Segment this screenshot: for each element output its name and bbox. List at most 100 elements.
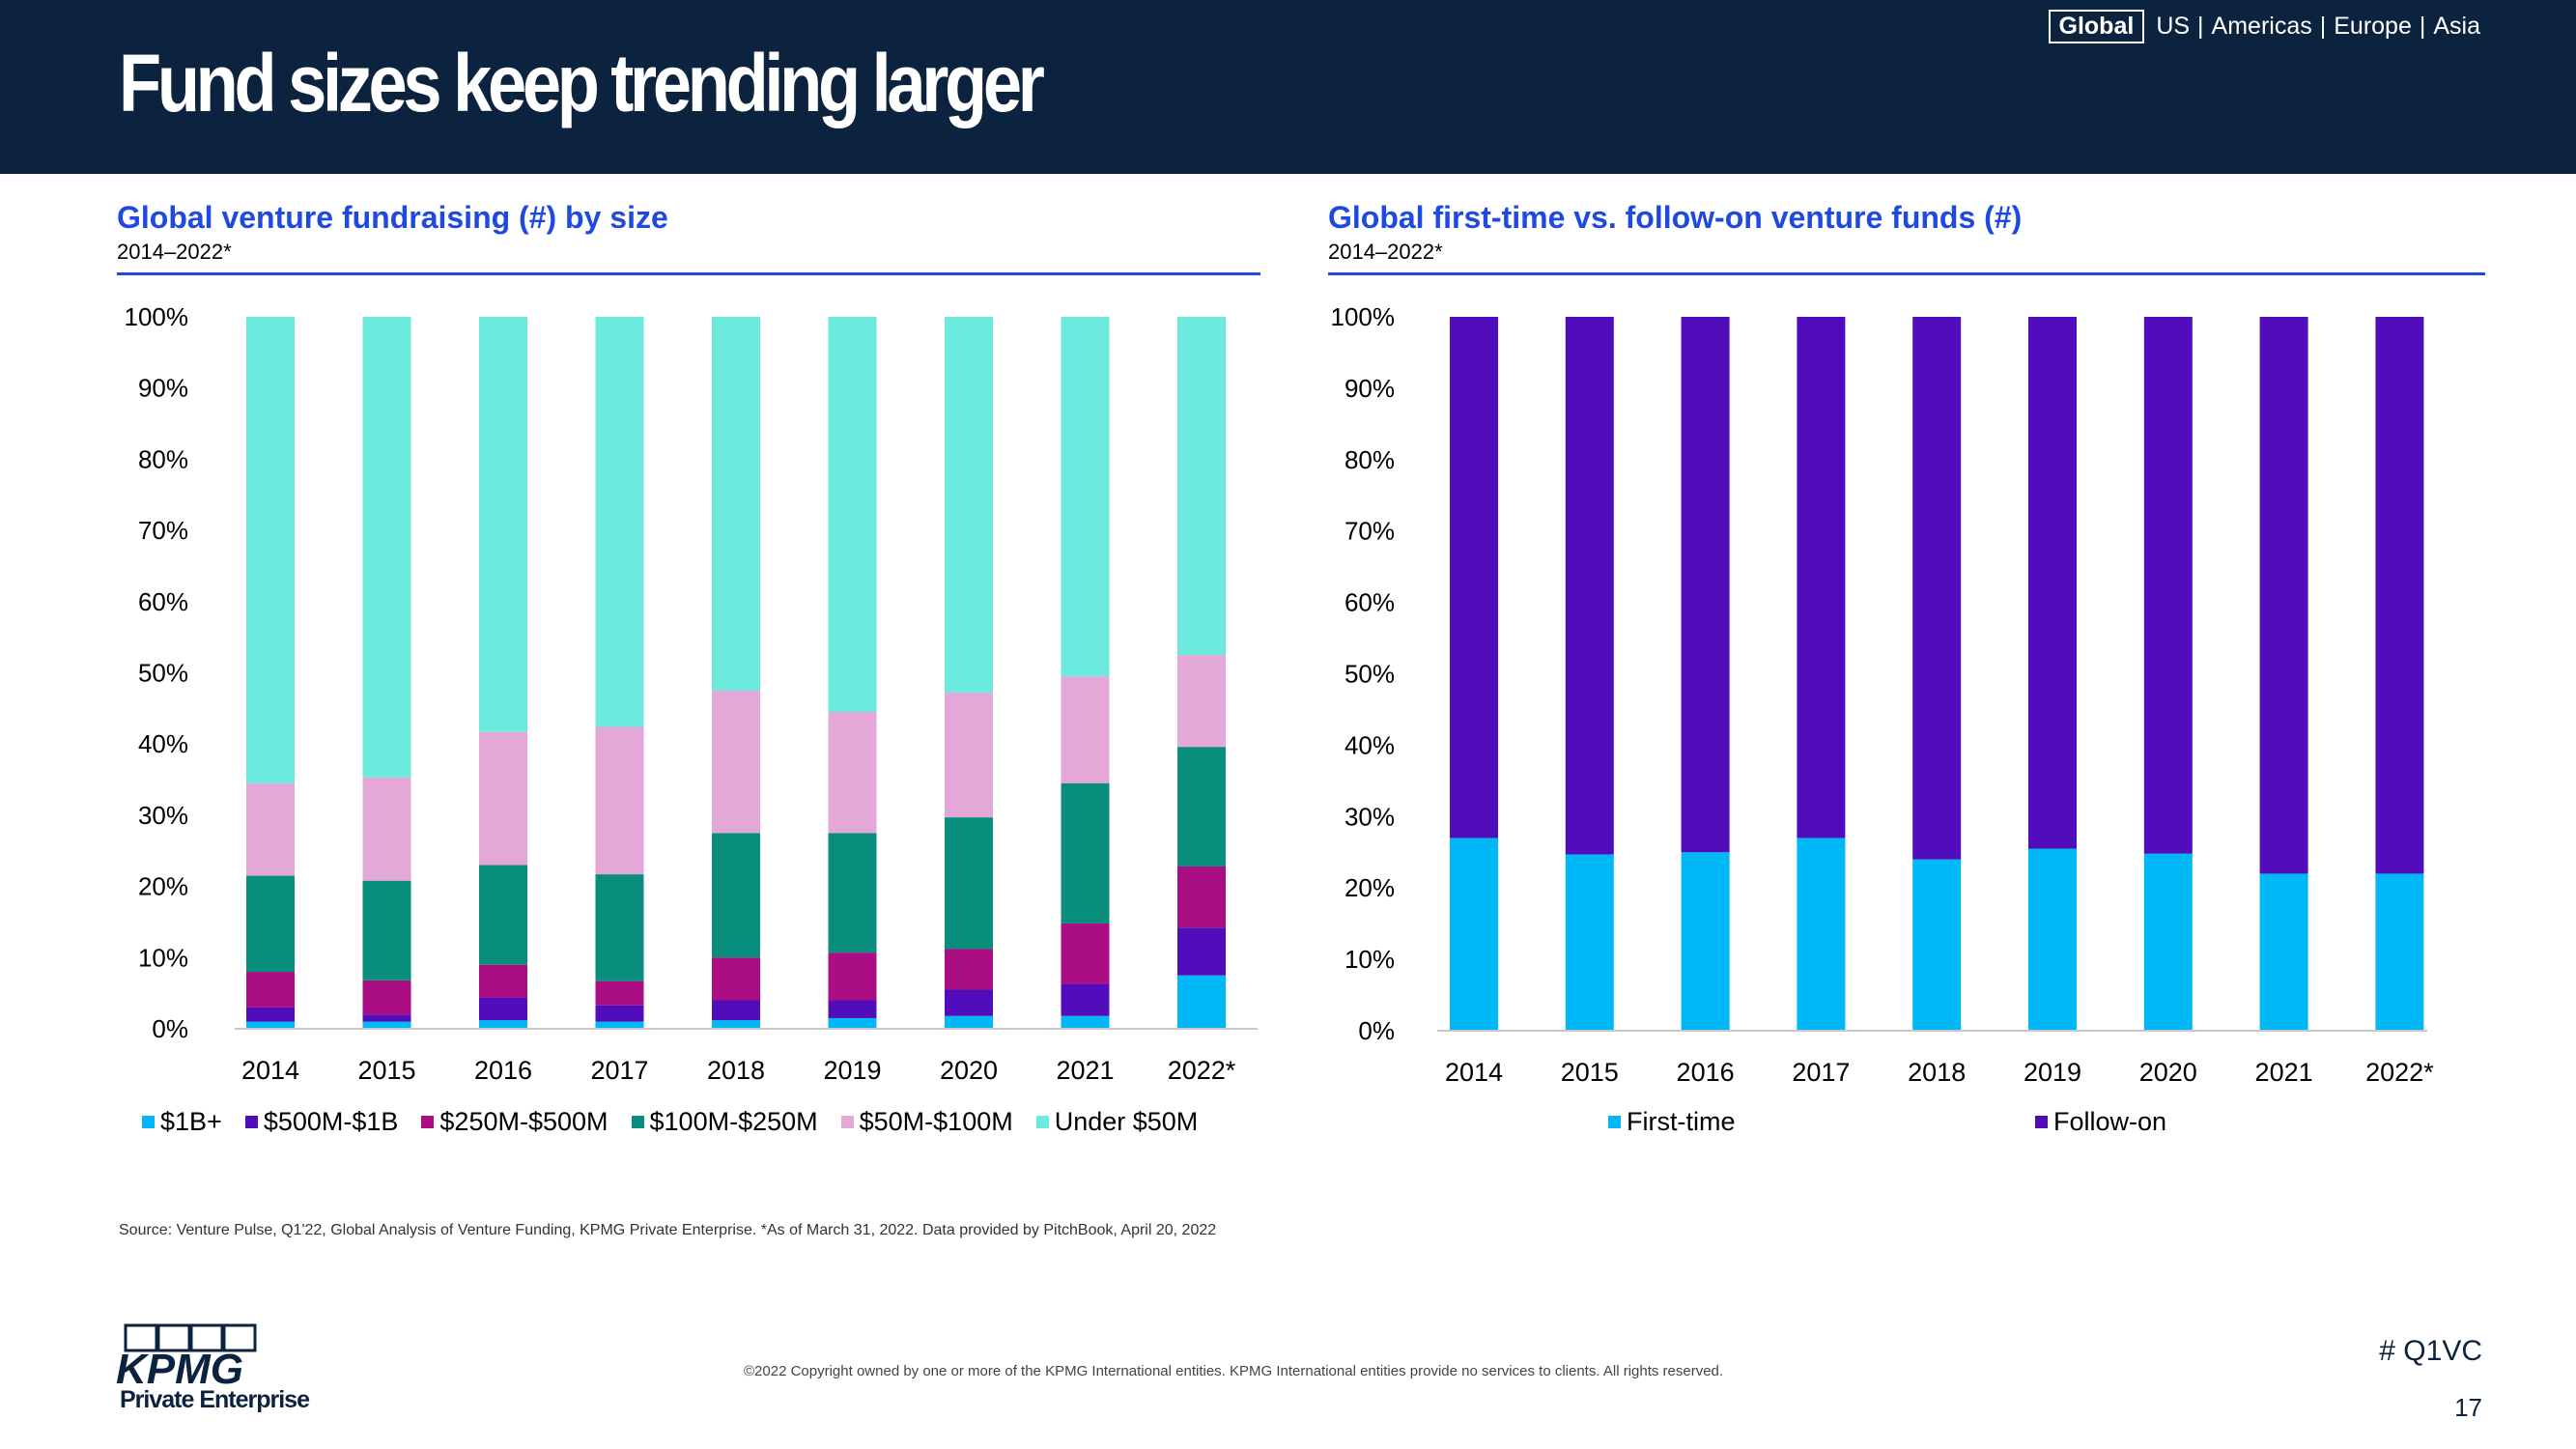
left-bar-2016-series-4 [479,731,527,866]
region-tab-americas[interactable]: Americas [2211,13,2312,40]
right-x-tick-label: 2015 [1561,1058,1619,1087]
left-bar-2015-series-1 [362,1014,411,1022]
left-x-tick-label: 2019 [823,1056,881,1085]
legend-label: $250M-$500M [439,1107,609,1136]
region-separator: | [2419,13,2426,40]
page-title: Fund sizes keep trending larger [119,38,1045,128]
left-bar-2014-series-0 [246,1021,295,1029]
left-chart-subtitle: 2014–2022* [117,240,232,264]
legend-label: $50M-$100M [859,1107,1013,1136]
right-y-tick-label: 70% [1345,517,1395,546]
right-bar-2017-series-1 [1797,317,1846,838]
right-bar-2022-series-1 [2375,317,2424,874]
left-chart-rule [117,272,1260,275]
left-bar-2018-series-5 [712,317,760,691]
right-x-tick-label: 2017 [1792,1058,1850,1087]
left-bar-2015-series-3 [362,880,411,980]
left-y-tick-label: 40% [138,729,188,758]
right-bar-2015-series-1 [1565,317,1614,855]
right-bar-2020-series-1 [2143,317,2193,854]
left-bar-2020-series-1 [945,989,993,1016]
left-y-tick-label: 80% [138,444,188,473]
left-chart-legend: $1B+ $500M-$1B $250M-$500M $100M-$250M $… [142,1107,1221,1137]
right-x-tick-label: 2020 [2139,1058,2197,1087]
left-x-tick-label: 2014 [241,1056,299,1085]
left-bar-2017-series-0 [595,1021,644,1029]
left-x-tick-label: 2018 [707,1056,765,1085]
page-number: 17 [2454,1393,2482,1422]
left-bar-2019-series-2 [828,952,877,1001]
left-bar-2017-series-4 [595,726,644,875]
right-bar-2017-series-0 [1797,838,1846,1031]
right-bar-2019-series-1 [2028,317,2077,849]
legend-swatch [2035,1116,2048,1128]
left-bar-2018-series-1 [712,1000,760,1021]
right-bar-2016-series-0 [1681,852,1730,1031]
legend-label: $1B+ [160,1107,222,1136]
left-bar-2015-series-0 [362,1021,411,1029]
left-bar-2021-series-1 [1061,983,1110,1016]
left-bar-2021-series-0 [1061,1015,1110,1029]
left-bar-2015-series-2 [362,980,411,1015]
legend-item-first-time: First-time [1608,1107,1735,1137]
right-y-tick-label: 20% [1345,873,1395,902]
right-y-tick-label: 90% [1345,374,1395,403]
left-bar-2016-series-3 [479,865,527,965]
right-y-tick-label: 50% [1345,660,1395,689]
right-bar-2020-series-0 [2143,853,2193,1031]
right-bar-2021-series-0 [2259,873,2308,1031]
legend-swatch [631,1116,644,1128]
hashtag: # Q1VC [2379,1335,2482,1367]
left-x-tick-label: 2015 [357,1056,415,1085]
right-y-tick-label: 40% [1345,730,1395,759]
region-tab-europe[interactable]: Europe [2334,13,2412,40]
left-x-tick-label: 2022* [1168,1056,1236,1085]
right-bar-2018-series-0 [1912,859,1962,1031]
legend-item-500m-1b: $500M-$1B [244,1107,398,1137]
left-bar-2019-series-4 [828,712,877,834]
region-separator: | [2319,13,2327,40]
left-bar-2021-series-2 [1061,923,1110,984]
region-separator: | [2197,13,2204,40]
left-bar-2020-series-4 [945,693,993,818]
legend-item-under-50m: Under $50M [1035,1107,1198,1137]
kpmg-logo: KPMG [116,1323,257,1391]
left-bar-2022-series-2 [1177,866,1226,928]
left-bar-2015-series-4 [362,777,411,881]
legend-label: First-time [1627,1107,1736,1136]
source-note: Source: Venture Pulse, Q1'22, Global Ana… [119,1222,1217,1238]
legend-item-250m-500m: $250M-$500M [421,1107,609,1137]
copyright-note: ©2022 Copyright owned by one or more of … [744,1363,1724,1379]
left-y-tick-label: 100% [125,302,189,331]
legend-swatch [142,1116,155,1128]
left-y-tick-label: 90% [138,374,188,403]
right-y-tick-label: 100% [1331,302,1396,331]
left-bar-2014-series-4 [246,782,295,876]
right-x-tick-label: 2021 [2255,1058,2313,1087]
left-bar-2020-series-0 [945,1015,993,1029]
region-tab-us[interactable]: US [2156,13,2191,40]
right-chart-legend-follow-on: Follow-on [2035,1107,2190,1137]
left-y-tick-label: 60% [138,587,188,616]
logo-subtitle: Private Enterprise [120,1386,310,1413]
region-tab-global[interactable]: Global [2048,10,2145,43]
left-bar-2018-series-2 [712,957,760,1001]
legend-label: $100M-$250M [649,1107,818,1136]
left-bar-2016-series-1 [479,997,527,1021]
right-bar-2016-series-1 [1681,317,1730,853]
left-bar-2022-series-1 [1177,927,1226,976]
left-bar-2018-series-4 [712,690,760,834]
left-bar-2016-series-0 [479,1020,527,1029]
left-bar-2021-series-5 [1061,317,1110,677]
region-tab-asia[interactable]: Asia [2433,13,2480,40]
right-chart-rule [1328,272,2485,275]
left-bar-2014-series-5 [246,317,295,783]
left-y-tick-label: 50% [138,659,188,688]
left-bar-2015-series-5 [362,317,411,778]
right-bar-2015-series-0 [1565,854,1614,1031]
right-x-tick-label: 2014 [1445,1058,1503,1087]
right-chart-subtitle: 2014–2022* [1328,240,1443,264]
legend-item-1b-plus: $1B+ [142,1107,222,1137]
left-y-tick-label: 30% [138,801,188,830]
